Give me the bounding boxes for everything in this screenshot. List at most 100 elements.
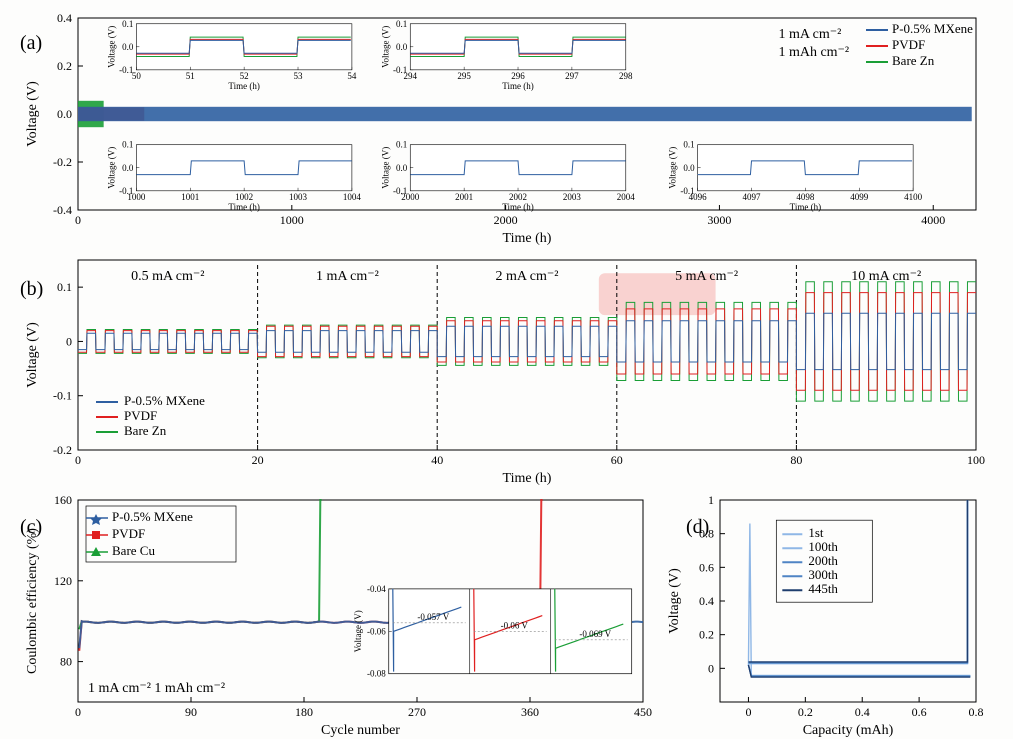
svg-text:0: 0	[75, 453, 81, 467]
svg-text:0.1: 0.1	[122, 19, 133, 29]
svg-text:Time (h): Time (h)	[502, 81, 533, 91]
svg-text:0.2: 0.2	[798, 705, 813, 719]
svg-text:5 mA cm⁻²: 5 mA cm⁻²	[675, 269, 738, 284]
svg-text:0.0: 0.0	[396, 42, 408, 52]
svg-text:1st: 1st	[808, 525, 824, 540]
svg-text:0.6: 0.6	[912, 705, 927, 719]
svg-text:Voltage (V): Voltage (V)	[668, 147, 678, 189]
svg-text:1001: 1001	[181, 192, 199, 202]
svg-text:2001: 2001	[455, 192, 473, 202]
svg-text:1 mA cm⁻²: 1 mA cm⁻²	[316, 269, 379, 284]
svg-text:60: 60	[611, 453, 623, 467]
svg-text:0.0: 0.0	[122, 163, 134, 173]
svg-text:2000: 2000	[494, 213, 518, 227]
svg-text:0.2: 0.2	[699, 628, 714, 642]
svg-text:1: 1	[708, 493, 714, 507]
svg-text:120: 120	[54, 574, 72, 588]
svg-text:-0.2: -0.2	[53, 155, 72, 169]
svg-text:445th: 445th	[808, 581, 838, 596]
svg-text:4000: 4000	[921, 213, 945, 227]
svg-text:Time (h): Time (h)	[790, 202, 821, 212]
svg-text:-0.08: -0.08	[367, 669, 386, 679]
svg-text:Cycle number: Cycle number	[321, 723, 400, 738]
svg-text:300th: 300th	[808, 567, 838, 582]
svg-text:1002: 1002	[235, 192, 253, 202]
svg-text:0.4: 0.4	[57, 11, 72, 25]
svg-text:1004: 1004	[343, 192, 362, 202]
svg-text:0.1: 0.1	[396, 140, 407, 150]
svg-text:0.5 mA cm⁻²: 0.5 mA cm⁻²	[131, 269, 204, 284]
svg-text:Voltage (V): Voltage (V)	[106, 147, 116, 189]
svg-text:295: 295	[457, 71, 471, 81]
svg-text:297: 297	[565, 71, 579, 81]
svg-text:0.0: 0.0	[683, 163, 695, 173]
svg-text:4096: 4096	[689, 192, 708, 202]
svg-text:52: 52	[240, 71, 249, 81]
svg-text:0.1: 0.1	[396, 19, 407, 29]
panel-b-chart: 020406080100-0.2-0.100.1Time (h)Voltage …	[78, 260, 976, 450]
svg-text:Bare Zn: Bare Zn	[892, 53, 935, 68]
svg-text:P-0.5% MXene: P-0.5% MXene	[892, 21, 973, 36]
svg-text:0: 0	[66, 334, 72, 348]
svg-text:Voltage (V): Voltage (V)	[25, 81, 40, 147]
svg-text:4100: 4100	[904, 192, 923, 202]
svg-text:Time (h): Time (h)	[502, 202, 533, 212]
svg-text:0: 0	[75, 705, 81, 719]
svg-text:51: 51	[186, 71, 195, 81]
panel-c-chart: 09018027036045080120160Cycle numberCoulo…	[78, 500, 643, 702]
svg-text:40: 40	[431, 453, 443, 467]
svg-text:1000: 1000	[127, 192, 146, 202]
svg-text:0.1: 0.1	[683, 140, 694, 150]
svg-text:50: 50	[132, 71, 142, 81]
svg-text:-0.057 V: -0.057 V	[417, 612, 449, 622]
svg-text:0.1: 0.1	[122, 140, 133, 150]
svg-text:360: 360	[521, 705, 539, 719]
svg-text:53: 53	[294, 71, 304, 81]
svg-text:Time (h): Time (h)	[503, 231, 552, 246]
svg-text:1 mA cm⁻²: 1 mA cm⁻²	[778, 27, 841, 42]
svg-text:180: 180	[295, 705, 313, 719]
panel-d-chart: 00.20.40.60.800.20.40.60.81Capacity (mAh…	[720, 500, 976, 702]
svg-text:PVDF: PVDF	[112, 526, 145, 541]
svg-text:P-0.5% MXene: P-0.5% MXene	[124, 393, 205, 408]
svg-text:294: 294	[404, 71, 418, 81]
panel-label-b: (b)	[20, 278, 43, 301]
svg-text:200th: 200th	[808, 553, 838, 568]
svg-text:4099: 4099	[850, 192, 869, 202]
svg-text:100th: 100th	[808, 539, 838, 554]
svg-text:Voltage (V): Voltage (V)	[25, 322, 40, 388]
svg-text:-0.06 V: -0.06 V	[501, 620, 529, 630]
svg-text:0.4: 0.4	[855, 705, 870, 719]
svg-text:Time (h): Time (h)	[503, 471, 552, 486]
svg-text:0.2: 0.2	[57, 59, 72, 73]
svg-text:0: 0	[745, 705, 751, 719]
svg-text:0.0: 0.0	[57, 107, 72, 121]
svg-text:1 mAh cm⁻²: 1 mAh cm⁻²	[778, 45, 849, 60]
svg-text:0.8: 0.8	[969, 705, 984, 719]
svg-text:Bare Cu: Bare Cu	[112, 543, 155, 558]
svg-text:-0.04: -0.04	[367, 584, 386, 594]
svg-text:-0.069 V: -0.069 V	[579, 629, 611, 639]
svg-text:-0.1: -0.1	[53, 389, 72, 403]
svg-text:3000: 3000	[707, 213, 731, 227]
panel-label-d: (d)	[686, 516, 709, 539]
svg-text:Voltage (V): Voltage (V)	[380, 26, 390, 68]
svg-text:Voltage (V): Voltage (V)	[353, 610, 363, 652]
svg-text:Voltage (V): Voltage (V)	[106, 26, 116, 68]
svg-text:80: 80	[790, 453, 802, 467]
svg-text:4097: 4097	[743, 192, 762, 202]
svg-text:160: 160	[54, 493, 72, 507]
svg-text:298: 298	[619, 71, 633, 81]
svg-text:0: 0	[75, 213, 81, 227]
svg-text:2000: 2000	[401, 192, 420, 202]
svg-text:-0.2: -0.2	[53, 443, 72, 457]
svg-text:-0.06: -0.06	[367, 626, 386, 636]
svg-text:Time (h): Time (h)	[228, 202, 259, 212]
svg-text:Time (h): Time (h)	[228, 81, 259, 91]
svg-text:0.4: 0.4	[699, 594, 714, 608]
svg-text:100: 100	[967, 453, 985, 467]
svg-text:4098: 4098	[796, 192, 815, 202]
svg-text:0.0: 0.0	[122, 42, 134, 52]
svg-text:0.1: 0.1	[57, 280, 72, 294]
svg-text:PVDF: PVDF	[124, 408, 157, 423]
